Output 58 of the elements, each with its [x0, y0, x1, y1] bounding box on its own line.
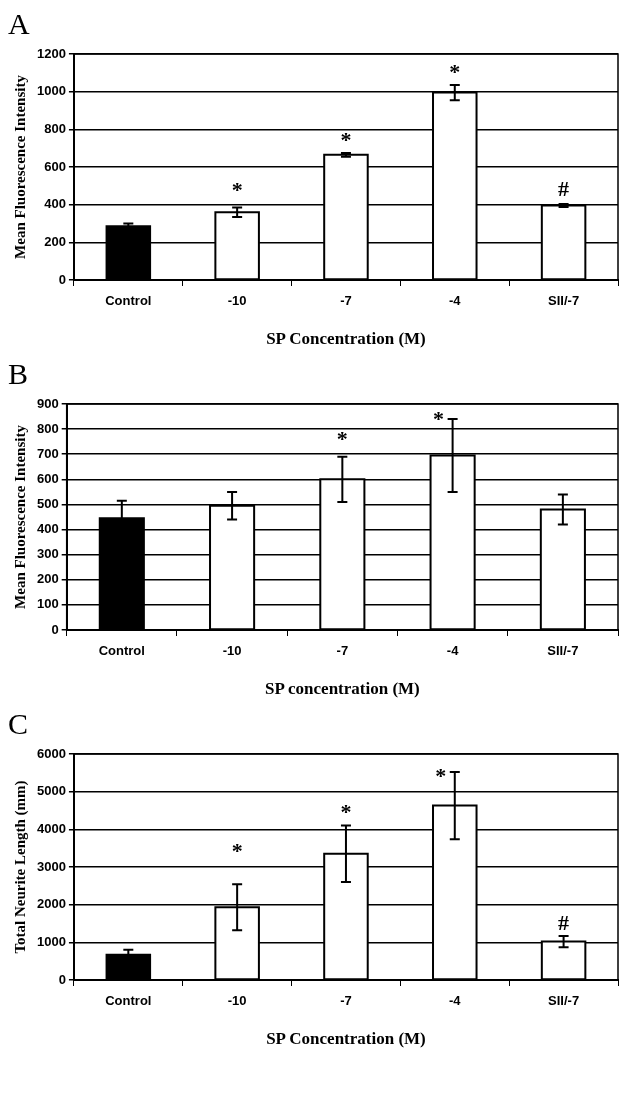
y-tick-label: 800 — [44, 120, 66, 136]
x-tick-label: -4 — [448, 993, 462, 1009]
annotation: # — [558, 909, 570, 935]
y-tick-label: 1000 — [37, 933, 66, 949]
x-tick-label: -4 — [446, 643, 460, 659]
x-tick-label: Control — [98, 643, 145, 659]
y-tick-label: 1000 — [37, 83, 66, 99]
y-tick-label: 5000 — [37, 783, 66, 799]
y-tick-label: 700 — [36, 445, 59, 461]
y-axis-title: Mean Fluorescence Intensity — [11, 424, 28, 609]
y-tick-label: 0 — [51, 621, 59, 637]
x-axis-title: SP Concentration (M) — [266, 1029, 426, 1049]
x-tick-label: SII/-7 — [547, 643, 579, 659]
annotation: * — [433, 406, 445, 432]
y-axis-title: Mean Fluorescence Intensity — [11, 74, 28, 259]
annotation: * — [435, 762, 447, 788]
chart-title: A — [8, 6, 30, 40]
x-tick-label: SII/-7 — [548, 293, 580, 309]
x-axis-title: SP Concentration (M) — [266, 329, 426, 349]
x-tick-label: -4 — [448, 293, 462, 309]
annotation: * — [336, 426, 348, 452]
y-tick-label: 3000 — [37, 858, 66, 874]
chart-title: B — [8, 356, 29, 390]
chart-title: C — [8, 706, 29, 740]
annotation: * — [231, 838, 243, 864]
y-tick-label: 900 — [36, 395, 59, 411]
x-tick-label: -7 — [340, 993, 352, 1009]
y-tick-label: 0 — [58, 271, 66, 287]
y-tick-label: 500 — [36, 496, 59, 512]
y-tick-label: 100 — [36, 596, 59, 612]
y-tick-label: 600 — [36, 470, 59, 486]
annotation: * — [231, 177, 243, 203]
y-tick-label: 200 — [44, 233, 66, 249]
x-axis-title: SP concentration (M) — [264, 679, 420, 699]
y-tick-label: 300 — [36, 546, 59, 562]
y-tick-label: 2000 — [37, 896, 66, 912]
y-tick-label: 400 — [44, 196, 66, 212]
annotation: # — [558, 175, 570, 201]
annotation: * — [340, 126, 352, 152]
y-tick-label: 400 — [36, 521, 59, 537]
y-tick-label: 600 — [44, 158, 66, 174]
x-tick-label: -7 — [340, 293, 352, 309]
y-axis-title: Total Neurite Length (mm) — [11, 780, 29, 954]
x-tick-label: -10 — [227, 993, 247, 1009]
y-tick-label: 4000 — [37, 820, 66, 836]
x-tick-label: -10 — [222, 643, 242, 659]
x-tick-label: Control — [105, 293, 152, 309]
x-tick-label: -7 — [336, 643, 349, 659]
x-tick-label: SII/-7 — [548, 993, 580, 1009]
x-tick-label: Control — [105, 993, 152, 1009]
annotation: * — [340, 799, 352, 825]
y-tick-label: 800 — [36, 420, 59, 436]
annotation: * — [449, 58, 461, 84]
y-tick-label: 6000 — [37, 745, 66, 761]
y-tick-label: 1200 — [37, 45, 66, 61]
y-tick-label: 0 — [58, 971, 66, 987]
y-tick-label: 200 — [36, 571, 59, 587]
x-tick-label: -10 — [227, 293, 247, 309]
